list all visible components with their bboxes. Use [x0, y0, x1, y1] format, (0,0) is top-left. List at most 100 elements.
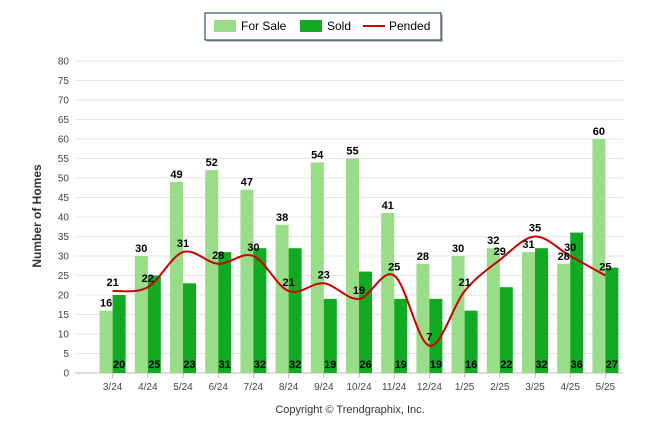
data-label-sold: 16 — [465, 359, 477, 371]
x-tick-label: 7/24 — [244, 382, 264, 393]
bar-sold — [323, 298, 337, 373]
y-axis-label: Number of Homes — [30, 164, 44, 268]
y-tick-label: 75 — [58, 76, 70, 87]
data-label-for-sale: 38 — [276, 212, 288, 224]
data-label-for-sale: 30 — [135, 243, 147, 255]
bar-for-sale — [205, 170, 219, 373]
bar-sold — [147, 275, 161, 373]
x-tick-label: 3/25 — [525, 382, 545, 393]
line-series — [112, 235, 606, 347]
data-label-for-sale: 49 — [170, 169, 182, 181]
legend-label-for-sale: For Sale — [241, 19, 287, 33]
data-label-pended: 21 — [458, 277, 470, 289]
data-label-sold: 19 — [395, 359, 407, 371]
data-label-pended: 35 — [529, 223, 541, 235]
data-label-pended: 31 — [177, 238, 189, 250]
bar-for-sale — [522, 252, 535, 373]
data-label-for-sale: 30 — [452, 243, 464, 255]
bar-sold — [464, 310, 478, 373]
bar-sold — [253, 248, 267, 373]
bar-sold — [218, 252, 232, 373]
data-label-for-sale: 28 — [558, 251, 570, 263]
data-label-for-sale: 55 — [346, 146, 358, 158]
copyright-text: Copyright © Trendgraphix, Inc. — [275, 404, 424, 416]
y-axis-ticks: 0 5 10 15 20 25 30 35 40 45 50 55 60 65 70 75 80 — [58, 57, 70, 380]
legend-swatch-sold — [300, 20, 322, 32]
data-label-sold: 25 — [148, 359, 160, 371]
legend-label-pended: Pended — [389, 19, 430, 33]
data-label-sold: 31 — [219, 359, 231, 371]
data-label-sold: 20 — [113, 359, 125, 371]
x-tick-label: 8/24 — [279, 382, 299, 393]
bar-sold — [112, 295, 126, 373]
data-label-for-sale: 28 — [417, 251, 429, 263]
data-label-for-sale: 60 — [593, 126, 605, 138]
bar-for-sale — [451, 256, 465, 373]
data-label-pended: 25 — [388, 262, 400, 274]
data-label-for-sale: 52 — [206, 157, 218, 169]
x-tick-label: 3/24 — [103, 382, 123, 393]
data-label-pended: 30 — [564, 242, 576, 254]
y-tick-label: 50 — [58, 174, 70, 185]
data-label-sold: 36 — [571, 359, 583, 371]
bar-for-sale — [557, 263, 571, 373]
y-tick-label: 60 — [58, 135, 70, 146]
y-tick-label: 65 — [58, 115, 70, 126]
legend-label-sold: Sold — [327, 19, 351, 33]
x-tick-label: 4/24 — [138, 382, 158, 393]
bar-for-sale — [134, 256, 148, 373]
bar-series — [99, 139, 619, 373]
bar-for-sale — [275, 224, 289, 373]
data-label-pended: 21 — [106, 277, 118, 289]
data-label-sold: 19 — [324, 359, 336, 371]
bar-for-sale — [310, 162, 324, 373]
data-label-for-sale: 47 — [241, 177, 253, 189]
bar-for-sale — [592, 139, 606, 373]
bar-for-sale — [170, 181, 183, 373]
y-tick-label: 25 — [58, 271, 70, 282]
y-tick-label: 40 — [58, 213, 70, 224]
y-tick-label: 35 — [58, 232, 70, 243]
data-label-sold: 26 — [359, 359, 371, 371]
bar-sold — [394, 298, 408, 373]
data-label-for-sale: 31 — [522, 239, 534, 251]
bar-sold — [499, 287, 513, 373]
data-label-sold: 23 — [183, 359, 195, 371]
legend-swatch-for-sale — [214, 20, 236, 32]
y-tick-label: 30 — [58, 252, 70, 263]
bar-for-sale — [346, 158, 359, 373]
bar-sold — [605, 267, 619, 373]
bar-sold — [570, 232, 584, 373]
bar-for-sale — [381, 213, 395, 373]
x-tick-label: 5/25 — [596, 382, 616, 393]
x-tick-label: 1/25 — [455, 382, 475, 393]
bar-sold — [183, 283, 196, 373]
data-label-for-sale: 32 — [487, 235, 499, 247]
data-label-pended: 25 — [599, 262, 611, 274]
x-tick-label: 9/24 — [314, 382, 334, 393]
pended-line — [112, 235, 606, 347]
y-tick-label: 5 — [63, 349, 69, 360]
x-tick-label: 4/25 — [560, 382, 580, 393]
data-label-for-sale: 41 — [382, 200, 394, 212]
data-label-pended: 29 — [494, 246, 506, 258]
bar-sold — [535, 248, 548, 373]
y-tick-label: 10 — [58, 330, 70, 341]
bar-sold — [288, 248, 302, 373]
data-label-sold: 32 — [254, 359, 266, 371]
y-tick-label: 15 — [58, 310, 70, 321]
y-tick-label: 45 — [58, 193, 70, 204]
data-label-for-sale: 16 — [100, 298, 112, 310]
y-tick-label: 55 — [58, 154, 70, 165]
data-label-pended: 28 — [212, 250, 224, 262]
bar-sold — [429, 298, 443, 373]
bar-for-sale — [240, 189, 254, 373]
bar-for-sale — [486, 248, 500, 373]
data-label-pended: 21 — [282, 277, 294, 289]
data-label-pended: 30 — [247, 242, 259, 254]
legend-frame — [204, 12, 442, 41]
legend: For Sale Sold Pended — [204, 12, 443, 42]
x-tick-label: 11/24 — [382, 382, 407, 393]
y-tick-label: 70 — [58, 96, 70, 107]
